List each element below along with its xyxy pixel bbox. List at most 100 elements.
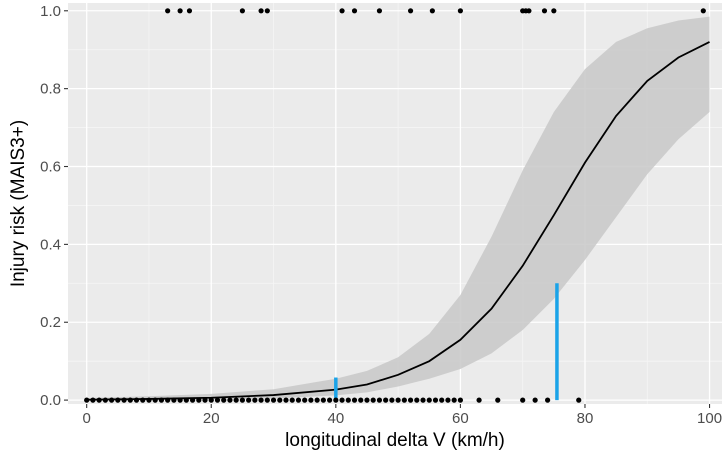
data-point: [545, 397, 551, 403]
data-point: [345, 397, 351, 403]
data-point: [177, 397, 183, 403]
data-point: [314, 397, 320, 403]
data-point: [227, 397, 233, 403]
data-point: [320, 397, 326, 403]
data-point: [264, 8, 270, 14]
data-point: [445, 397, 451, 403]
data-point: [429, 8, 435, 14]
data-point: [308, 397, 314, 403]
confidence-band: [86, 16, 710, 401]
data-point: [270, 397, 277, 403]
data-point: [264, 397, 270, 403]
x-tick-label: 20: [203, 410, 220, 427]
data-point: [576, 397, 582, 403]
data-point: [420, 397, 426, 403]
data-point: [495, 397, 501, 403]
data-point: [401, 397, 407, 403]
data-point: [146, 397, 152, 403]
data-point: [177, 8, 183, 14]
x-tick-label: 100: [697, 410, 722, 427]
data-point: [327, 397, 333, 403]
data-point: [451, 397, 457, 403]
data-point: [351, 8, 358, 14]
data-point: [370, 397, 376, 403]
data-point: [364, 397, 370, 403]
data-point: [84, 397, 90, 403]
y-tick-label: 1.0: [40, 3, 61, 20]
y-tick-label: 0.4: [40, 236, 61, 253]
data-point: [541, 8, 548, 14]
y-tick-label: 0.2: [40, 314, 61, 331]
data-point: [339, 397, 345, 403]
data-point: [383, 397, 389, 403]
data-point: [196, 397, 202, 403]
data-point: [302, 397, 308, 403]
x-axis-title: longitudinal delta V (km/h): [285, 430, 505, 451]
data-point: [526, 8, 532, 14]
data-point: [289, 397, 295, 403]
data-point: [158, 397, 165, 403]
data-point: [358, 397, 364, 403]
data-point: [476, 397, 482, 403]
x-tick-label: 60: [452, 410, 469, 427]
x-axis-ticks: 0 20 40 60 80 100: [83, 404, 722, 427]
data-point: [351, 397, 358, 403]
data-point: [202, 397, 208, 403]
major-gridlines: [68, 3, 722, 404]
data-point: [252, 397, 258, 403]
data-point: [90, 397, 96, 403]
data-point: [109, 397, 115, 403]
data-point: [439, 397, 445, 403]
data-point: [407, 397, 414, 403]
data-point: [127, 397, 133, 403]
data-point: [140, 397, 146, 403]
y-axis-ticks: 0.0 0.2 0.4 0.6 0.8 1.0: [40, 3, 68, 409]
data-point: [246, 397, 252, 403]
data-point: [414, 397, 420, 403]
data-point: [208, 397, 214, 403]
data-point: [376, 8, 383, 14]
data-point: [102, 397, 108, 403]
data-point: [239, 397, 245, 403]
data-point: [96, 397, 102, 403]
data-point: [532, 397, 538, 403]
x-tick-label: 0: [83, 410, 91, 427]
risk-curve-line: [86, 41, 710, 401]
x-tick-label: 80: [577, 410, 594, 427]
data-point: [376, 397, 383, 403]
data-point: [389, 397, 395, 403]
data-point: [333, 397, 339, 403]
data-point: [133, 397, 140, 403]
data-point: [221, 397, 227, 403]
y-tick-label: 0.6: [40, 159, 61, 176]
data-point: [171, 397, 177, 403]
data-point: [407, 8, 414, 14]
threshold-markers: [334, 283, 559, 401]
observation-points: [84, 8, 706, 403]
data-point: [258, 8, 264, 14]
data-point: [258, 397, 264, 403]
data-point: [426, 397, 432, 403]
data-point: [457, 397, 463, 403]
data-point: [239, 8, 245, 14]
data-point: [339, 8, 345, 14]
data-point: [165, 8, 171, 14]
data-point: [186, 8, 193, 14]
data-point: [520, 397, 526, 403]
y-tick-label: 0.8: [40, 81, 61, 98]
data-point: [395, 397, 401, 403]
data-point: [277, 397, 283, 403]
data-point: [700, 8, 706, 14]
data-point: [432, 397, 439, 403]
y-axis-title: Injury risk (MAIS3+): [8, 120, 29, 287]
y-tick-label: 0.0: [40, 392, 61, 409]
x-tick-label: 40: [327, 410, 344, 427]
data-point: [283, 397, 289, 403]
data-point: [551, 8, 557, 14]
data-point: [295, 397, 302, 403]
data-point: [121, 397, 127, 403]
data-point: [233, 397, 239, 403]
data-point: [189, 397, 196, 403]
confidence-band-area: [86, 16, 710, 401]
